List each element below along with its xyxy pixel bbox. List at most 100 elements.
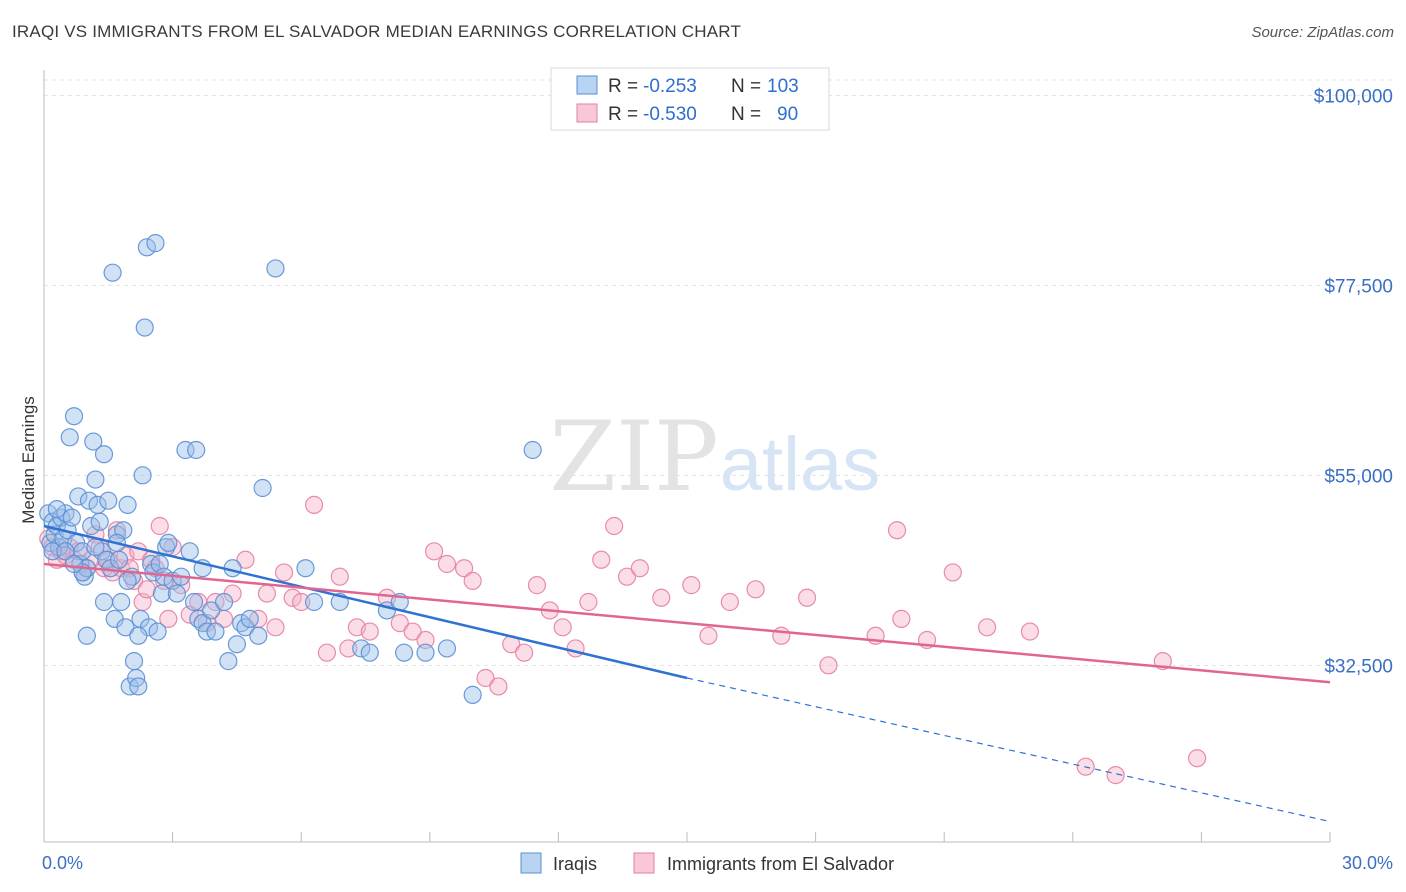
y-axis-label: Median Earnings xyxy=(19,396,38,524)
el-salvador-point xyxy=(605,516,624,536)
x-tick-label: 30.0% xyxy=(1342,853,1393,873)
legend-swatch-iraqis xyxy=(576,75,598,95)
iraqis-point xyxy=(240,609,259,628)
el-salvador-point xyxy=(819,656,838,675)
y-tick-labels: $32,500 $55,000 $77,500 $100,000 xyxy=(1314,86,1393,677)
el-salvador-point xyxy=(330,567,349,586)
legend-swatch-el-salvador xyxy=(576,103,598,123)
iraqis-point xyxy=(118,495,137,514)
iraqis-point xyxy=(187,440,206,460)
iraqis-point xyxy=(394,643,414,662)
iraqis-point xyxy=(146,234,165,253)
el-salvador-point xyxy=(652,588,671,607)
el-salvador-point xyxy=(150,516,169,536)
legend-bottom-label-iraqis: Iraqis xyxy=(553,854,597,874)
iraqis-point xyxy=(463,685,482,704)
el-salvador-point xyxy=(489,677,508,696)
chart-title: IRAQI VS IMMIGRANTS FROM EL SALVADOR MED… xyxy=(12,22,742,41)
el-salvador-point xyxy=(772,626,791,645)
iraqis-point xyxy=(202,601,221,620)
iraqis-point xyxy=(94,592,114,612)
iraqis-point xyxy=(266,259,285,278)
el-salvador-point xyxy=(943,563,962,582)
el-salvador-point xyxy=(304,495,324,514)
y-tick-label: $77,500 xyxy=(1324,276,1393,297)
iraqis-point xyxy=(64,407,84,426)
legend-n-label-el-salvador: N = xyxy=(731,104,761,125)
el-salvador-point xyxy=(592,550,611,569)
iraqis-point xyxy=(253,478,272,498)
el-salvador-point xyxy=(424,542,444,561)
el-salvador-point xyxy=(579,592,598,612)
el-salvador-point xyxy=(887,521,907,540)
iraqis-point xyxy=(79,491,99,510)
el-salvador-point xyxy=(266,618,285,637)
el-salvador-point xyxy=(797,588,817,607)
el-salvador-point xyxy=(1188,749,1207,768)
iraqis-trend-extension xyxy=(686,677,1331,823)
iraqis-point xyxy=(103,263,122,282)
legend-r-value-iraqis: -0.253 xyxy=(643,76,697,97)
iraqis-point xyxy=(62,508,81,527)
el-salvador-point xyxy=(360,622,379,641)
el-salvador-point xyxy=(699,626,718,645)
el-salvador-point xyxy=(682,576,701,595)
iraqis-point xyxy=(249,626,268,645)
legend-n-value-el-salvador: 90 xyxy=(777,104,798,125)
el-salvador-point xyxy=(107,521,126,540)
el-salvador-point xyxy=(159,609,178,628)
legend-r-value-el-salvador: -0.530 xyxy=(643,104,697,125)
iraqis-point xyxy=(99,491,118,510)
el-salvador-point xyxy=(476,668,495,688)
iraqis-point xyxy=(86,470,105,489)
iraqis-point xyxy=(116,618,135,637)
iraqis-point xyxy=(148,622,167,641)
legend-r-label-el-salvador: R = xyxy=(608,104,638,125)
iraqis-trend-line xyxy=(43,524,688,680)
source-label: Source: ZipAtlas.com xyxy=(1251,24,1394,41)
watermark: ZIP atlas xyxy=(549,401,880,513)
el-salvador-point xyxy=(617,567,637,586)
watermark-atlas: atlas xyxy=(720,422,881,507)
iraqis-point xyxy=(133,466,152,485)
iraqis-point xyxy=(60,428,79,447)
el-salvador-point xyxy=(630,559,649,578)
iraqis-point xyxy=(43,542,62,561)
y-tick-label: $100,000 xyxy=(1314,86,1393,107)
series-iraqis-points xyxy=(39,234,542,704)
iraqis-point xyxy=(94,445,114,464)
iraqis-point xyxy=(180,542,199,561)
legend-bottom-label-el-salvador: Immigrants from El Salvador xyxy=(667,854,894,874)
el-salvador-point xyxy=(746,580,765,599)
legend-r-label-iraqis: R = xyxy=(608,76,638,97)
el-salvador-point xyxy=(437,554,457,574)
el-salvador-point xyxy=(977,618,997,637)
iraqis-point xyxy=(304,592,324,612)
el-salvador-point xyxy=(1106,766,1125,785)
x-tick-label: 0.0% xyxy=(42,853,83,873)
legend-bottom-swatch-el-salvador xyxy=(633,852,655,874)
y-tick-label: $32,500 xyxy=(1324,656,1393,677)
legend-n-label-iraqis: N = xyxy=(731,76,761,97)
el-salvador-point xyxy=(892,609,911,628)
el-salvador-point xyxy=(137,580,156,599)
el-salvador-point xyxy=(257,584,277,603)
iraqis-point xyxy=(206,622,225,641)
el-salvador-trend-line xyxy=(43,562,1331,684)
iraqis-point xyxy=(184,592,204,612)
el-salvador-point xyxy=(416,630,435,650)
iraqis-point xyxy=(523,440,542,460)
el-salvador-point xyxy=(339,639,358,658)
watermark-zip: ZIP xyxy=(549,401,718,513)
gridlines xyxy=(44,79,1394,666)
el-salvador-point xyxy=(515,643,534,662)
legend-bottom: Iraqis Immigrants from El Salvador xyxy=(520,852,894,874)
el-salvador-point xyxy=(527,576,547,595)
iraqis-point xyxy=(352,639,371,658)
iraqis-point xyxy=(129,677,148,696)
el-salvador-point xyxy=(317,643,337,662)
legend-n-value-iraqis: 103 xyxy=(767,76,799,97)
iraqis-point xyxy=(112,592,131,612)
iraqis-point xyxy=(90,512,109,531)
